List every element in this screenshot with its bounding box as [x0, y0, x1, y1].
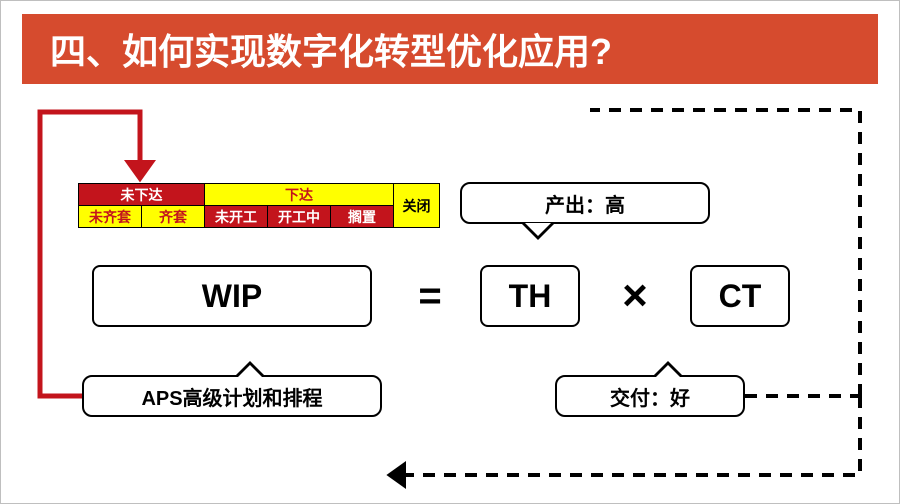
arrows-layer — [0, 0, 900, 504]
